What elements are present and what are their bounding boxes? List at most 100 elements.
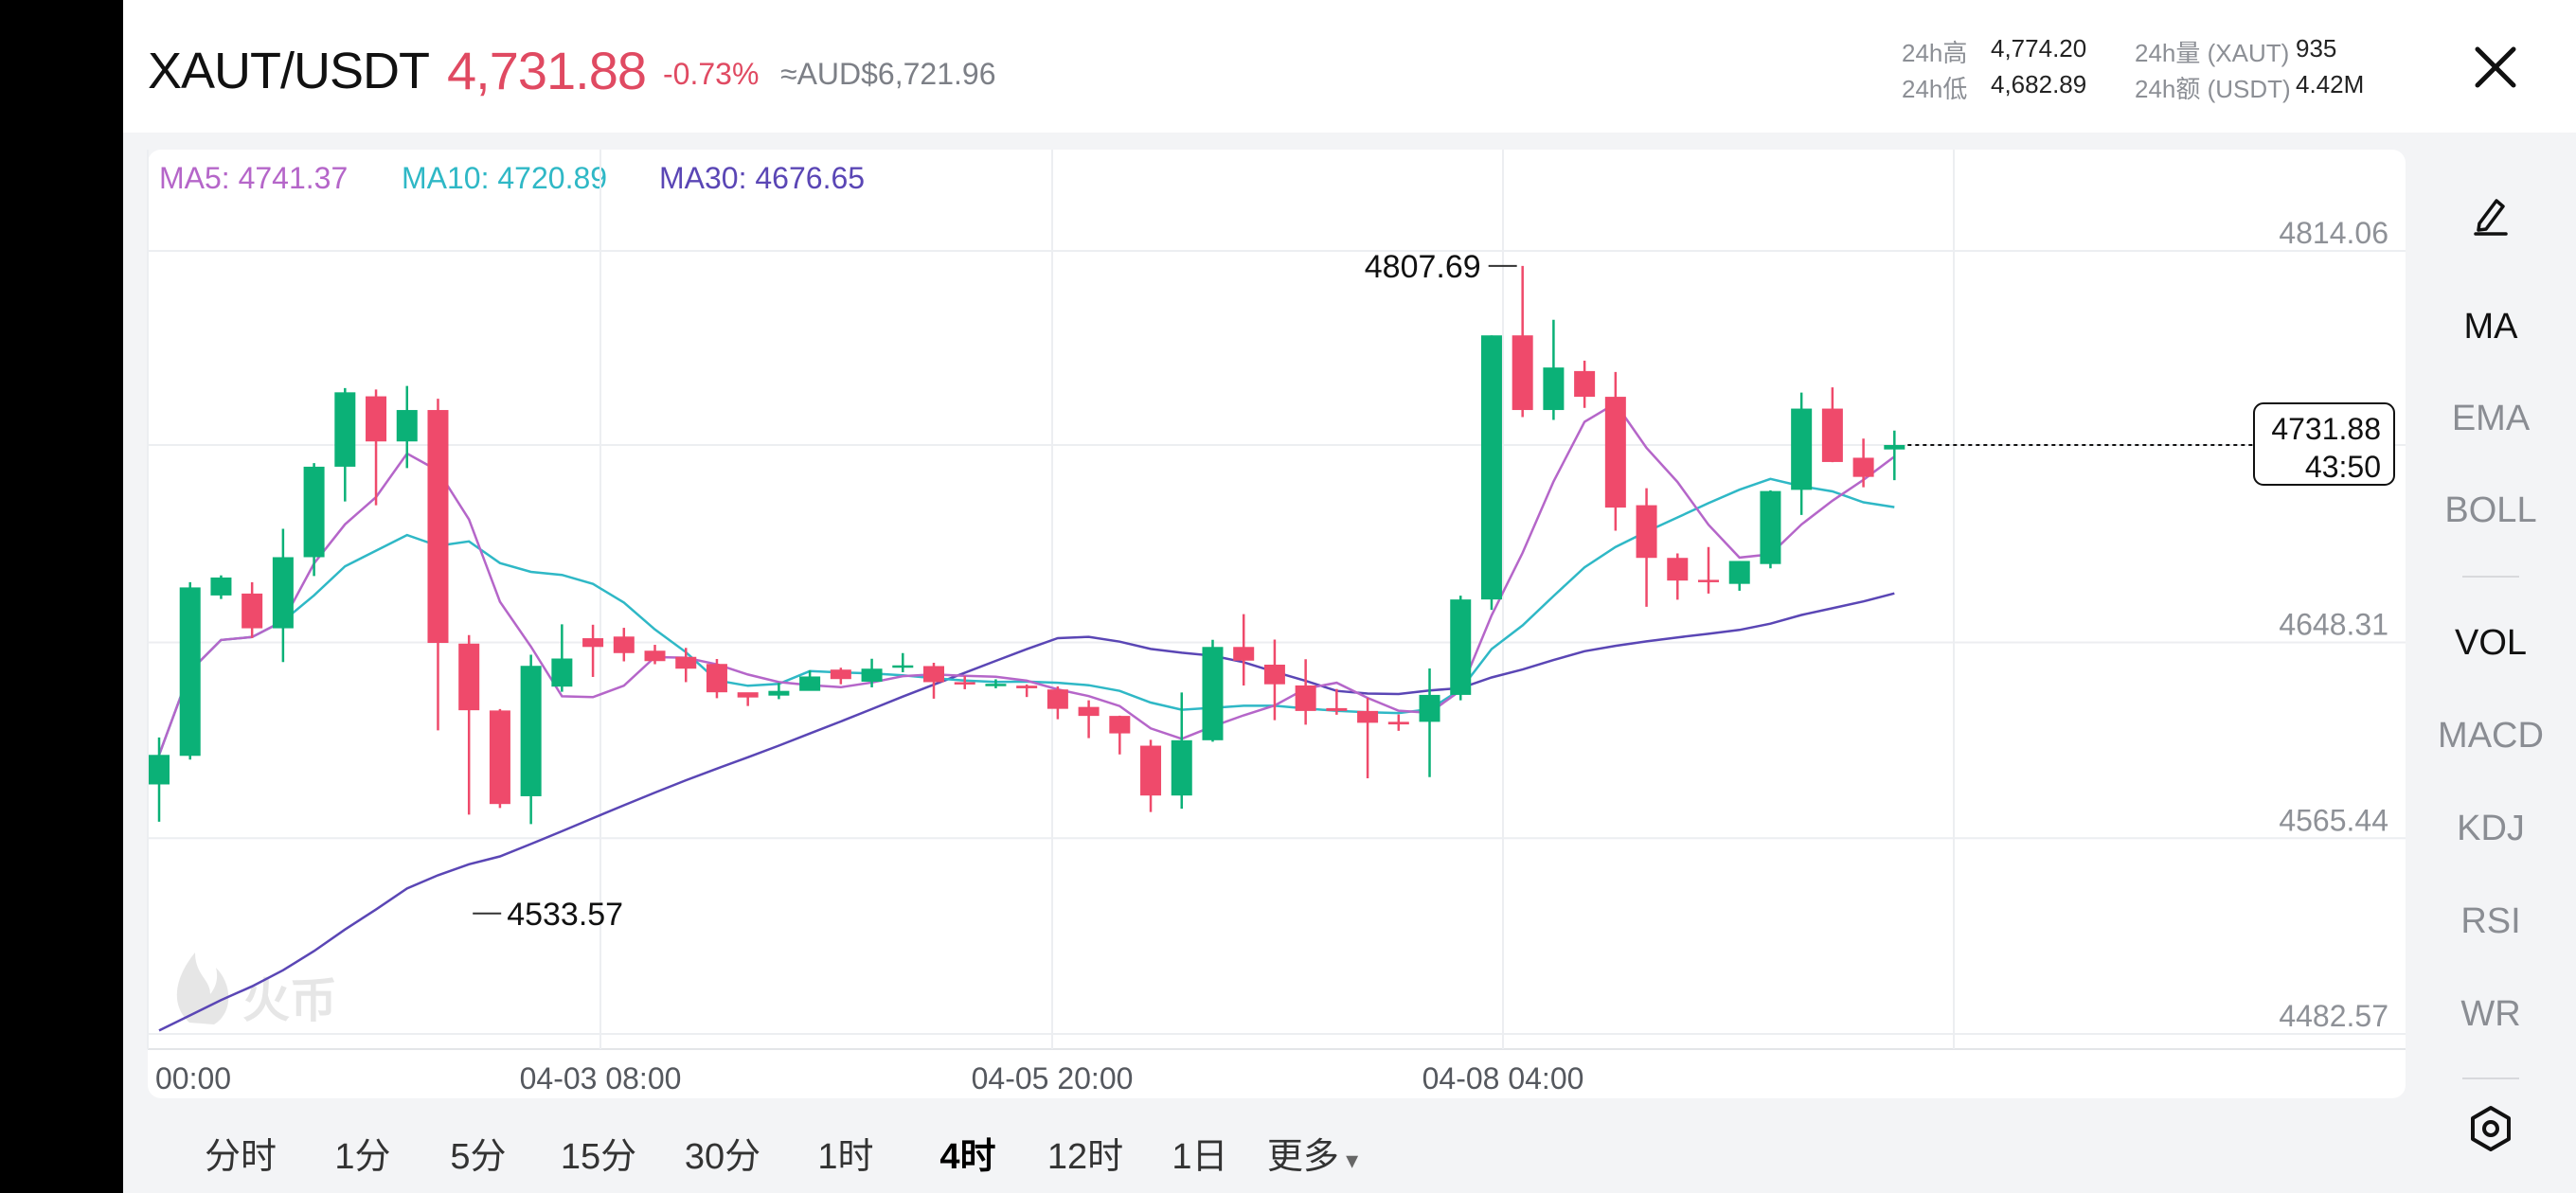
flame-icon xyxy=(176,953,229,1024)
close-icon xyxy=(2475,46,2516,88)
low-value: 4,682.89 xyxy=(1991,70,2087,98)
interval-tab-0[interactable]: 分时 xyxy=(204,1137,277,1177)
interval-tab-7[interactable]: 12时 xyxy=(1046,1137,1124,1177)
candle-body xyxy=(1636,505,1657,559)
ma5-line xyxy=(157,401,1896,756)
candle-body xyxy=(1604,397,1626,508)
indicator-boll[interactable]: BOLL xyxy=(2444,490,2537,530)
candle-body xyxy=(1884,444,1905,450)
indicator-kdj[interactable]: KDJ xyxy=(2457,809,2525,848)
interval-tab-5[interactable]: 1时 xyxy=(817,1137,874,1177)
kline-chart[interactable]: 火币 4814.06 4648.31 4565.44 4482.57 00:00 04-0… xyxy=(123,0,2576,1106)
candle xyxy=(551,624,573,692)
last-price: 4,731.88 xyxy=(447,41,647,100)
candle xyxy=(179,581,201,760)
candle-body xyxy=(366,396,387,442)
candle xyxy=(1140,739,1162,812)
candle-body xyxy=(892,665,914,668)
indicator-ema[interactable]: EMA xyxy=(2451,399,2531,438)
candle xyxy=(427,399,449,731)
candle xyxy=(1821,387,1843,463)
candle-body xyxy=(458,643,480,711)
candle xyxy=(1387,714,1409,731)
ma30-legend: MA30: 4676.65 xyxy=(659,161,866,195)
interval-tab-2[interactable]: 5分 xyxy=(450,1137,507,1177)
volume-label: 24h量 (XAUT) xyxy=(2135,39,2290,67)
candle xyxy=(1512,265,1533,418)
max-price-label: 4807.69 xyxy=(1365,249,1481,285)
candle xyxy=(1078,700,1100,739)
candle-body xyxy=(242,593,263,629)
candle-body xyxy=(675,656,697,669)
candle xyxy=(303,463,325,577)
ma5-legend: MA5: 4741.37 xyxy=(159,161,349,195)
candle-body xyxy=(179,587,201,757)
candle-body xyxy=(1357,710,1379,723)
candle xyxy=(1263,639,1285,721)
current-price-tag xyxy=(2253,402,2395,487)
sidebar-divider xyxy=(2462,1077,2519,1079)
candle-body xyxy=(954,682,975,685)
candle-body xyxy=(272,557,294,629)
interval-tab-1[interactable]: 1分 xyxy=(334,1137,391,1177)
candle-body xyxy=(799,676,821,691)
candle-body xyxy=(737,692,759,698)
sidebar-divider xyxy=(2462,576,2519,578)
candle xyxy=(1295,659,1316,725)
interval-bar: 分时 1分 5分 15分 30分 1时 4时 12时 1日 更多 ▾ xyxy=(123,1106,2576,1193)
chart-settings-button[interactable] xyxy=(2406,1104,2576,1163)
interval-tab-8[interactable]: 1日 xyxy=(1172,1137,1228,1177)
candle xyxy=(1480,335,1502,611)
candle xyxy=(1884,430,1905,481)
candle-body xyxy=(830,669,851,680)
candle-countdown: 43:50 xyxy=(2305,450,2381,484)
candle-body xyxy=(1728,561,1750,584)
candle-body xyxy=(1852,457,1874,477)
indicator-wr[interactable]: WR xyxy=(2460,994,2521,1034)
candle xyxy=(1543,319,1565,420)
high-label: 24h高 xyxy=(1902,39,1968,67)
candle xyxy=(520,654,542,825)
candle-body xyxy=(768,690,790,696)
indicator-ma[interactable]: MA xyxy=(2463,307,2518,347)
candle-body xyxy=(1295,685,1316,711)
candle-body xyxy=(520,666,542,796)
kline-chart-panel[interactable] xyxy=(148,150,2406,1098)
candle xyxy=(582,624,604,677)
candle-body xyxy=(489,710,510,805)
indicator-vol[interactable]: VOL xyxy=(2454,623,2528,663)
candle-body xyxy=(1821,408,1843,462)
candle-body xyxy=(1543,367,1565,411)
candle-body xyxy=(706,664,727,693)
x-tick-label: 04-08 04:00 xyxy=(1422,1061,1584,1095)
candle-body xyxy=(427,410,449,644)
candle-body xyxy=(1667,558,1689,581)
settings-icon xyxy=(2471,1106,2511,1151)
ma10-line xyxy=(157,477,1895,756)
candle xyxy=(1233,614,1255,686)
interval-tab-3[interactable]: 15分 xyxy=(560,1137,637,1177)
candle-body xyxy=(396,410,418,442)
candle-body xyxy=(303,466,325,558)
draw-tool-button[interactable] xyxy=(2406,191,2576,246)
x-tick-label: 04-03 08:00 xyxy=(520,1061,682,1095)
indicator-macd[interactable]: MACD xyxy=(2438,716,2544,756)
interval-tab-9[interactable]: 更多 ▾ xyxy=(1246,1127,1379,1179)
close-button[interactable] xyxy=(2462,34,2529,100)
candle xyxy=(613,628,635,662)
candle-body xyxy=(1512,335,1533,411)
candle xyxy=(1698,546,1719,594)
watermark-text: 火币 xyxy=(242,973,337,1028)
candle xyxy=(1202,639,1224,742)
candle xyxy=(861,658,883,687)
candle-body xyxy=(1760,490,1781,564)
logo-watermark: 火币 xyxy=(176,953,337,1028)
candle xyxy=(799,669,821,691)
interval-tab-4[interactable]: 30分 xyxy=(684,1137,761,1177)
interval-tab-6[interactable]: 4时 xyxy=(939,1137,996,1177)
candle xyxy=(272,528,294,663)
candle-body xyxy=(644,650,666,662)
candle xyxy=(1791,392,1813,515)
candle xyxy=(1728,561,1750,591)
indicator-rsi[interactable]: RSI xyxy=(2460,901,2521,941)
